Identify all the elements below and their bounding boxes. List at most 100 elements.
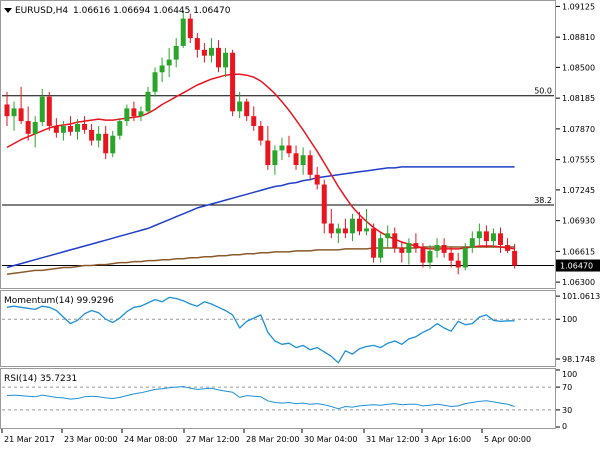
candle-body xyxy=(441,245,447,253)
candle-body xyxy=(124,108,130,122)
candle xyxy=(208,38,214,63)
candle-body xyxy=(490,233,496,242)
chart-header: EURUSD,H4 1.06616 1.06694 1.06445 1.0647… xyxy=(4,6,231,16)
price-tick-label: 1.07555 xyxy=(562,156,595,165)
candle xyxy=(307,150,313,180)
candle-body xyxy=(476,231,482,239)
candle xyxy=(335,223,341,244)
candle xyxy=(371,223,377,263)
candle-body xyxy=(328,223,334,234)
candle xyxy=(441,238,447,258)
candle-body xyxy=(60,125,66,133)
rsi-panel-frame xyxy=(0,368,556,429)
candle-body xyxy=(4,104,10,117)
candle xyxy=(103,125,109,160)
candle-body xyxy=(110,135,116,154)
momentum-tick-label: 100 xyxy=(562,315,577,324)
price-tick-label: 1.06615 xyxy=(562,247,595,256)
candle-body xyxy=(448,252,454,261)
sma100-line xyxy=(6,166,515,269)
candle-body xyxy=(265,140,271,165)
candle-body xyxy=(286,145,292,154)
candle-body xyxy=(413,243,419,248)
candle-body xyxy=(208,47,214,56)
candle-body xyxy=(39,96,45,123)
candle xyxy=(53,118,59,138)
price-tick-label: 1.08185 xyxy=(562,94,595,103)
candle xyxy=(131,101,137,122)
candle-body xyxy=(342,228,348,234)
candle xyxy=(476,223,482,246)
candle-body xyxy=(103,133,109,154)
candle-body xyxy=(349,218,355,234)
candles xyxy=(4,10,518,275)
candle xyxy=(342,218,348,239)
candle-body xyxy=(75,124,80,132)
candle xyxy=(300,147,306,175)
candle-body xyxy=(201,49,207,56)
candle-body xyxy=(420,247,426,263)
time-tick-label: 28 Mar 20:00 xyxy=(246,435,299,444)
candle xyxy=(483,225,489,248)
candle-body xyxy=(82,124,88,130)
candle-body xyxy=(145,91,151,112)
time-tick-label: 21 Mar 2017 xyxy=(4,435,55,444)
candle xyxy=(265,125,271,170)
candle-body xyxy=(237,101,243,112)
dropdown-arrow-icon[interactable] xyxy=(4,8,12,13)
candle-body xyxy=(300,155,306,165)
candle-body xyxy=(505,245,511,251)
momentum-line xyxy=(6,296,515,364)
candle xyxy=(82,116,88,134)
candle-body xyxy=(385,233,391,239)
price-tick-label: 1.06300 xyxy=(562,278,595,287)
momentum-panel: Momentum(14) 99.9296 xyxy=(0,290,556,367)
candle xyxy=(152,67,158,97)
candle xyxy=(448,246,454,268)
current-price-label: 1.06470 xyxy=(560,262,593,271)
time-tick-label: 5 Apr 00:00 xyxy=(484,435,531,444)
candle-body xyxy=(25,121,31,134)
momentum-plot xyxy=(2,296,554,364)
candle-body xyxy=(152,72,158,92)
candle xyxy=(46,91,52,131)
price-axis: 1.09125 1.08810 1.08500 1.08185 1.07870 1.075… xyxy=(556,2,600,287)
candle xyxy=(237,91,243,119)
candle-body xyxy=(462,247,468,268)
candle-body xyxy=(223,52,229,68)
candle xyxy=(18,86,24,125)
time-tick-label: 31 Mar 12:00 xyxy=(366,435,419,444)
candle-body xyxy=(67,125,73,132)
candle xyxy=(4,91,10,126)
candle xyxy=(173,38,179,68)
candle xyxy=(293,145,299,170)
rsi-tick-label: 100 xyxy=(562,370,577,379)
candle-body xyxy=(251,116,257,126)
candle-body xyxy=(187,18,193,39)
fib-level-label: 38.2 xyxy=(534,196,552,205)
candle xyxy=(187,13,193,43)
candle xyxy=(258,121,264,146)
candle-body xyxy=(89,129,95,141)
candle-body xyxy=(138,111,144,117)
candle-body xyxy=(406,243,412,253)
price-tick-label: 1.08500 xyxy=(562,63,595,72)
candle-body xyxy=(498,233,503,246)
candle xyxy=(96,125,102,148)
rsi-tick-label: 0 xyxy=(562,422,567,431)
time-tick-label: 30 Mar 04:00 xyxy=(304,435,357,444)
candle xyxy=(314,166,320,190)
candle xyxy=(216,40,221,73)
candle-body xyxy=(469,238,475,248)
candle xyxy=(349,213,355,242)
momentum-tick-label: 101.0613 xyxy=(562,292,600,301)
candle-body xyxy=(258,125,264,141)
candle xyxy=(469,231,475,253)
candle-body xyxy=(307,155,313,175)
candle xyxy=(420,243,426,268)
price-panel-frame xyxy=(0,0,556,289)
candle xyxy=(251,106,257,131)
candle-body xyxy=(53,125,59,133)
rsi-tick-label: 30 xyxy=(562,406,572,415)
